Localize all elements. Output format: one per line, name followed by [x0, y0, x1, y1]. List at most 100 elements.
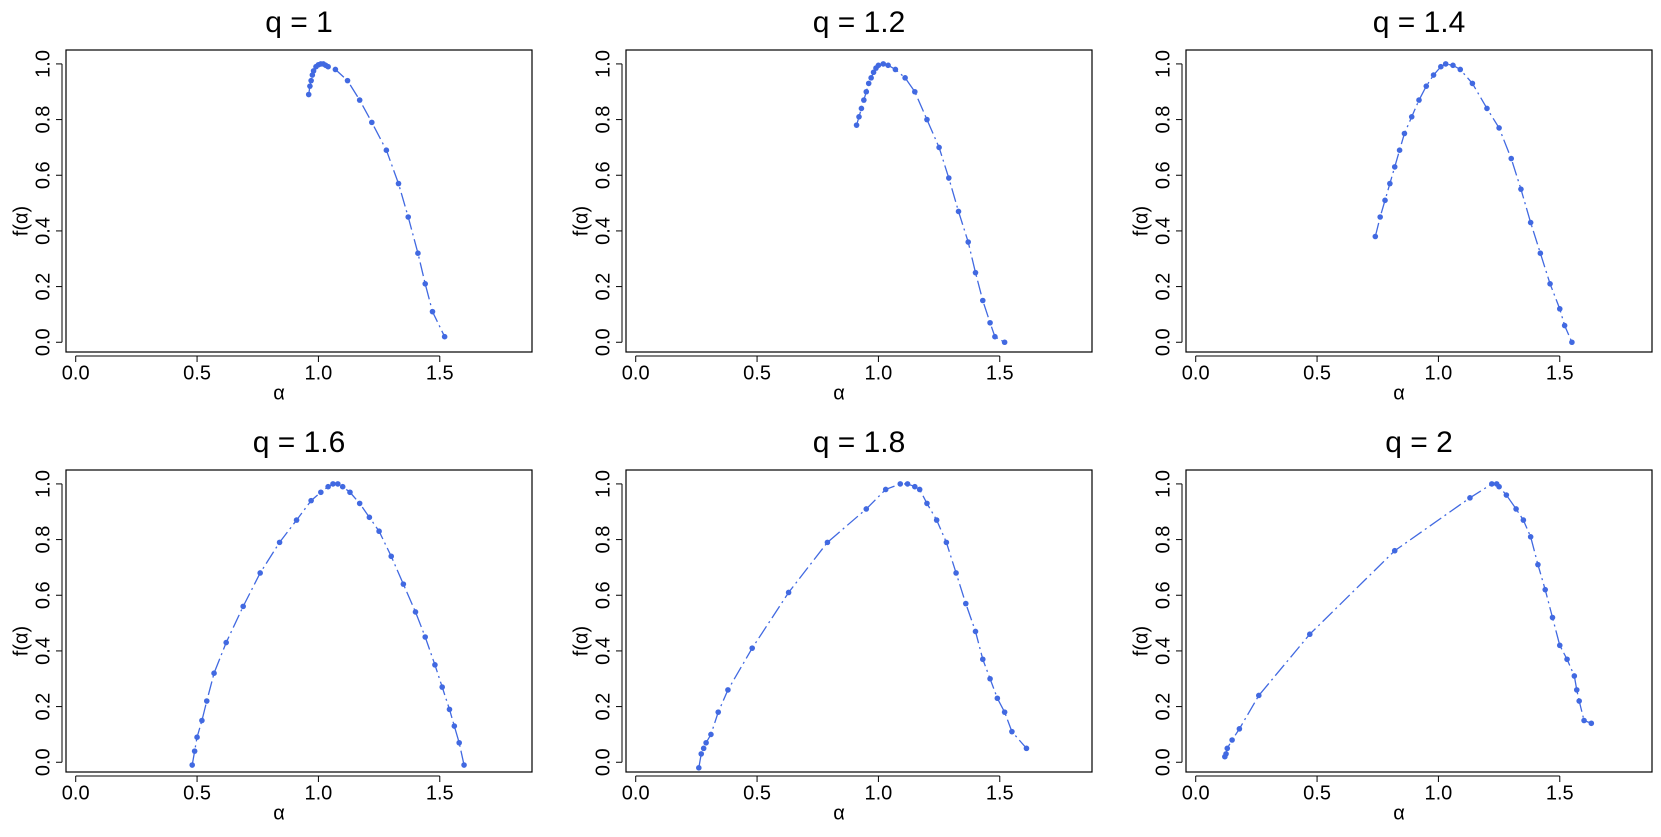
y-tick-label: 0.2 [1152, 273, 1174, 301]
data-point [211, 670, 217, 676]
y-tick-label: 0.8 [592, 106, 614, 134]
x-tick-label: 1.0 [865, 362, 893, 384]
data-point [383, 147, 390, 154]
data-point [325, 483, 331, 490]
data-point [979, 297, 986, 304]
data-point [1387, 180, 1393, 187]
data-point [992, 333, 998, 340]
data-point [1535, 561, 1541, 568]
y-axis-label: f(α) [10, 206, 32, 236]
data-point [318, 489, 324, 496]
data-point [1508, 155, 1515, 162]
panel: q = 1.2 0.0 0.5 1.0 1.5 α 0.0 0.2 0.4 0.6 0.8 1.0 f(… [570, 6, 1093, 404]
x-tick-label: 1.5 [986, 362, 1014, 384]
x-tick-label: 0.5 [1303, 782, 1331, 804]
data-point [1564, 656, 1570, 663]
data-point [1489, 481, 1495, 487]
data-point [1537, 250, 1544, 256]
x-axis-label: α [1393, 382, 1405, 404]
data-point [1372, 233, 1379, 240]
data-point [308, 497, 314, 504]
data-point [1442, 61, 1449, 67]
panel-title: q = 1.4 [1373, 6, 1466, 39]
data-point [1391, 547, 1398, 554]
y-axis-label: f(α) [1130, 626, 1152, 656]
panel: q = 2 0.0 0.5 1.0 1.5 α 0.0 0.2 0.4 0.6 0.8 1.0 f(α) [1130, 426, 1653, 824]
data-point [446, 706, 453, 713]
data-point [858, 105, 865, 112]
data-point [395, 180, 402, 187]
x-tick-label: 1.5 [1546, 782, 1574, 804]
data-point [257, 570, 263, 576]
data-point [965, 239, 972, 245]
data-point [885, 62, 891, 69]
x-axis-label: α [833, 382, 845, 404]
x-tick-label: 1.5 [986, 782, 1014, 804]
data-point [308, 77, 314, 84]
data-point [916, 486, 923, 493]
data-point [451, 723, 458, 729]
plot-frame [1185, 49, 1653, 353]
data-point [868, 75, 874, 81]
y-tick-label: 0.4 [1152, 637, 1174, 665]
data-point [376, 528, 382, 535]
data-point [863, 506, 870, 512]
data-point [1569, 339, 1575, 346]
data-point [1467, 495, 1473, 501]
y-tick-label: 0.6 [32, 161, 54, 189]
y-tick-label: 0.2 [32, 693, 54, 721]
data-point [1581, 717, 1587, 724]
y-tick-label: 0.8 [32, 106, 54, 134]
y-tick-label: 0.6 [32, 581, 54, 609]
data-point [880, 61, 887, 67]
data-point [936, 144, 942, 151]
data-point [703, 739, 709, 746]
data-point [422, 634, 429, 640]
plot-frame [1185, 469, 1653, 773]
data-point [189, 762, 196, 768]
data-point [870, 69, 877, 76]
y-tick-label: 0.4 [592, 217, 614, 245]
data-point [1457, 66, 1464, 73]
series-line [698, 483, 1027, 768]
data-point [388, 553, 395, 560]
y-tick-label: 0.0 [32, 748, 54, 776]
data-point [853, 122, 860, 128]
data-point [1469, 80, 1476, 87]
x-tick-label: 0.0 [1182, 782, 1210, 804]
data-point [924, 500, 930, 507]
data-point [698, 751, 705, 757]
y-tick-label: 0.6 [1152, 581, 1174, 609]
y-tick-label: 1.0 [1152, 50, 1174, 78]
data-point [456, 739, 462, 746]
data-point [994, 695, 1001, 702]
data-point [347, 489, 353, 496]
x-axis-label: α [833, 802, 845, 824]
data-point [955, 208, 962, 215]
data-point [979, 656, 986, 663]
y-axis-label: f(α) [570, 626, 592, 656]
data-point [441, 333, 448, 340]
y-tick-label: 0.4 [32, 637, 54, 665]
x-axis-label: α [273, 802, 285, 824]
x-axis-label: α [1393, 802, 1405, 824]
data-point [223, 639, 229, 646]
data-point [1518, 186, 1524, 192]
data-point [1576, 698, 1582, 704]
data-point [1382, 197, 1388, 204]
data-point [1450, 62, 1456, 69]
x-tick-label: 0.0 [622, 782, 650, 804]
y-tick-label: 0.6 [1152, 161, 1174, 189]
data-point [293, 517, 300, 523]
data-point [1416, 97, 1422, 103]
data-point [708, 731, 714, 738]
x-tick-label: 1.0 [1425, 362, 1453, 384]
data-point [330, 481, 336, 487]
y-tick-label: 0.4 [592, 637, 614, 665]
data-point [902, 75, 908, 81]
series-line [1224, 483, 1592, 757]
data-point [824, 539, 831, 546]
data-point [865, 80, 872, 87]
data-point [897, 481, 904, 487]
data-point [962, 600, 969, 607]
